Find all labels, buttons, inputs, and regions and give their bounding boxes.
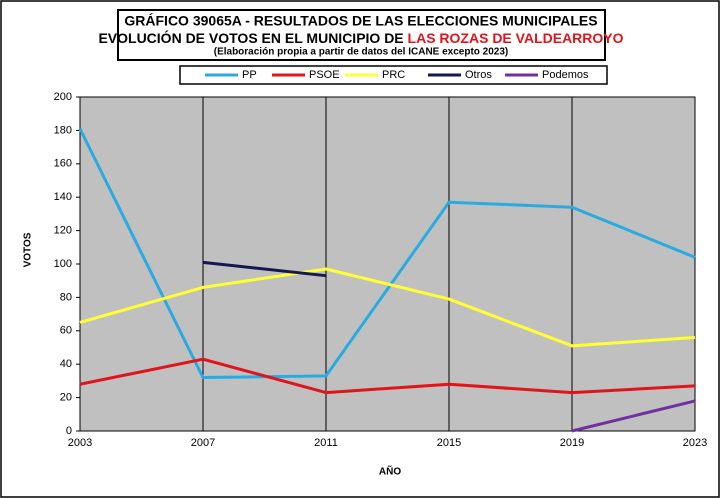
x-tick-label: 2015 xyxy=(437,437,461,449)
y-tick-label: 20 xyxy=(60,392,72,404)
y-tick-label: 140 xyxy=(54,191,72,203)
y-tick-label: 180 xyxy=(54,124,72,136)
legend-label: PP xyxy=(242,69,257,81)
series-line xyxy=(79,357,696,395)
plot-area xyxy=(79,96,696,432)
y-tick-label: 40 xyxy=(60,358,72,370)
x-tick-label: 2011 xyxy=(314,437,338,449)
title-line2: EVOLUCIÓN DE VOTOS EN EL MUNICIPIO DE xyxy=(98,29,403,46)
y-tick-label: 80 xyxy=(60,291,72,303)
chart-title: GRÁFICO 39065A - RESULTADOS DE LAS ELECC… xyxy=(124,13,597,29)
x-tick-label: 2007 xyxy=(191,437,215,449)
subtitle: (Elaboración propia a partir de datos de… xyxy=(214,47,509,58)
legend-label: Podemos xyxy=(542,69,589,81)
y-tick-label: 100 xyxy=(54,258,72,270)
legend-box xyxy=(179,65,608,85)
series-line xyxy=(79,267,696,348)
series-line xyxy=(202,260,327,278)
x-tick-label: 2019 xyxy=(560,437,584,449)
title-highlight: LAS ROZAS DE VALDEARROYO xyxy=(408,30,624,46)
title-line: EVOLUCIÓN DE VOTOS EN EL MUNICIPIO DE LA… xyxy=(98,29,623,46)
series-line xyxy=(571,399,696,433)
y-tick-label: 160 xyxy=(54,158,72,170)
y-tick-label: 60 xyxy=(60,325,72,337)
x-tick-label: 2003 xyxy=(68,437,92,449)
y-tick-label: 200 xyxy=(54,91,72,103)
y-tick-label: 0 xyxy=(66,425,72,437)
legend-label: Otros xyxy=(465,69,492,81)
legend-label: PRC xyxy=(382,69,405,81)
x-tick-label: 2023 xyxy=(683,437,707,449)
x-axis-label: AÑO xyxy=(379,465,401,478)
legend-label: PSOE xyxy=(309,69,340,81)
series-line xyxy=(78,128,696,380)
y-axis-label: VOTOS xyxy=(23,232,34,267)
y-tick-label: 120 xyxy=(54,225,72,237)
title-box xyxy=(117,9,606,61)
